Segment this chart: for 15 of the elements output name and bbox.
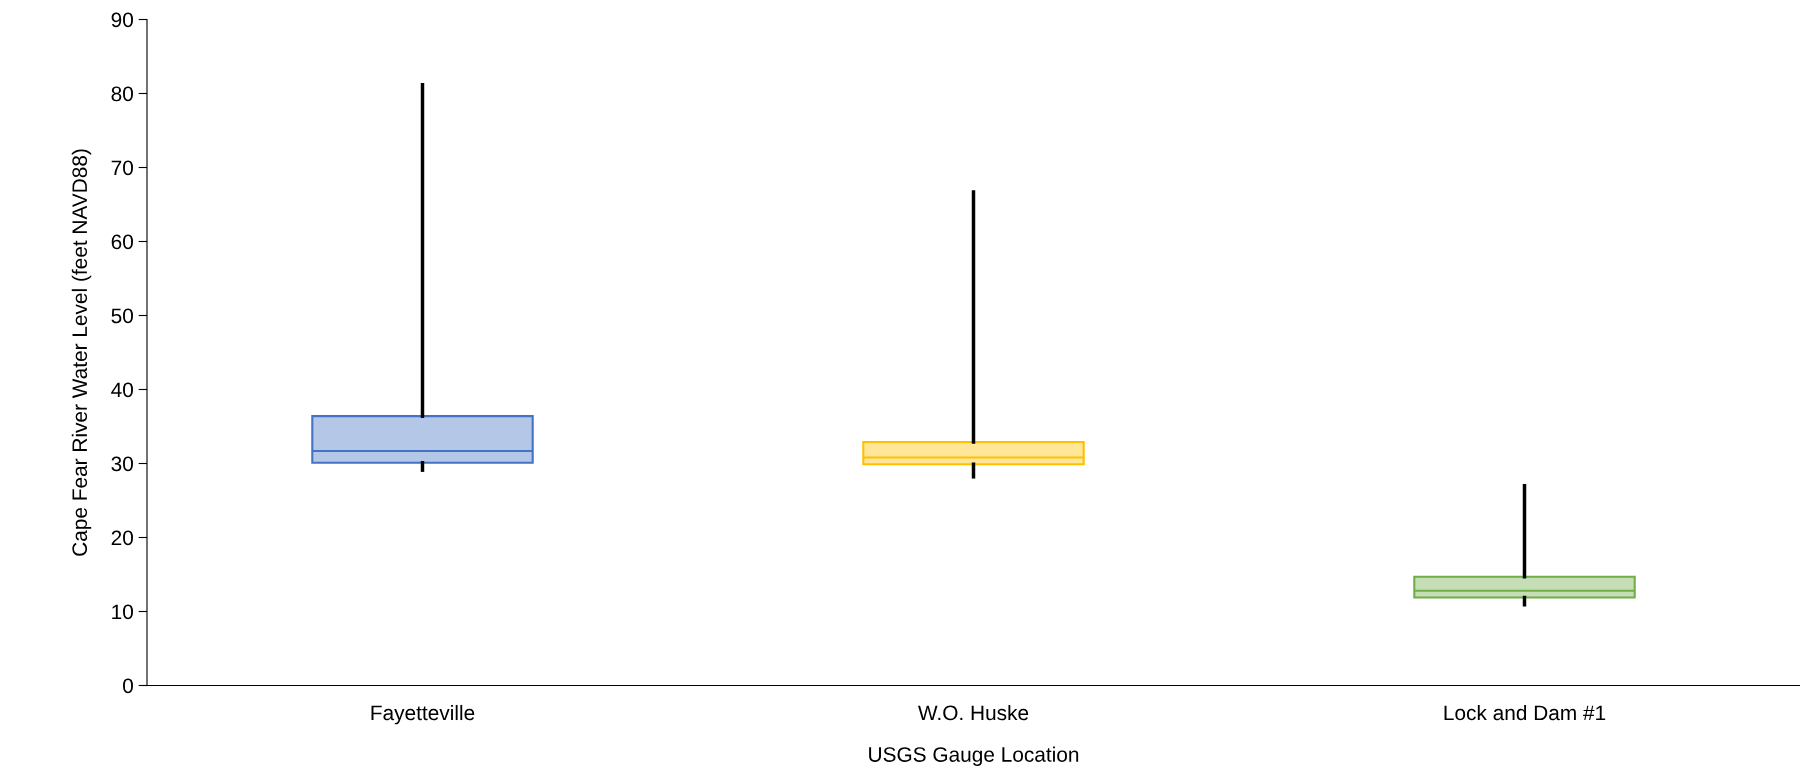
y-tick-label: 60 [111,234,133,250]
y-tick-label: 40 [111,382,133,398]
y-tick-label: 20 [111,530,133,546]
x-axis-title: USGS Gauge Location [869,746,1079,767]
x-tick-label: W.O. Huske [918,704,1029,721]
y-tick-label: 10 [112,604,133,620]
y-axis-title: Cape Fear River Water Level (feet NAVD88) [71,149,92,556]
y-tick-label: 80 [111,86,133,102]
x-tick-label: Fayetteville [371,704,475,725]
y-tick-label: 30 [111,456,133,472]
y-tick-label: 0 [123,678,133,694]
x-tick-label: Lock and Dam #1 [1444,704,1606,721]
y-tick-label: 90 [111,12,133,28]
y-tick-label: 50 [111,308,133,324]
y-tick-label: 70 [111,160,133,176]
